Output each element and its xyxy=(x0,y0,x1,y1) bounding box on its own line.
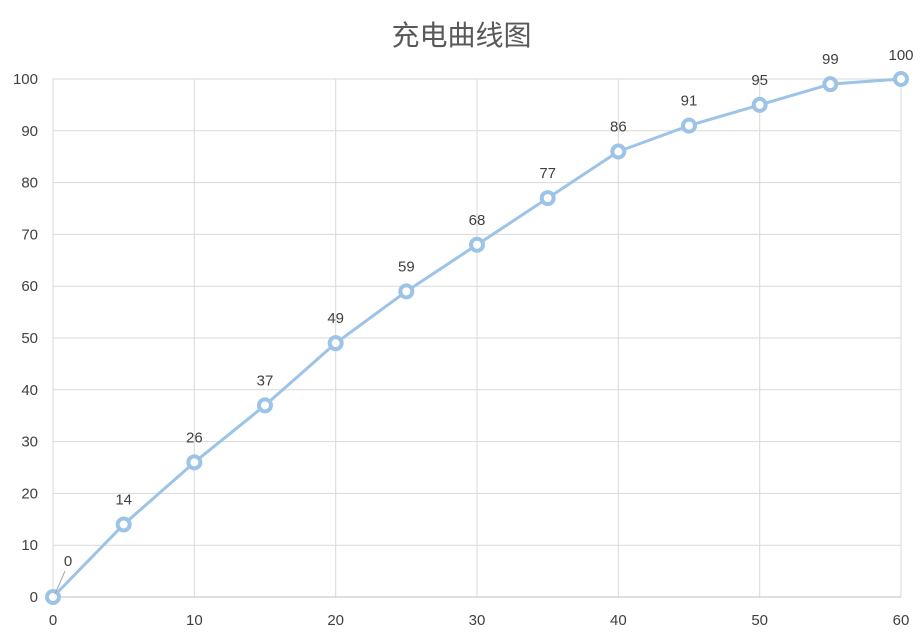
data-label: 14 xyxy=(115,491,132,508)
y-tick-label: 100 xyxy=(13,71,38,88)
data-label-leader xyxy=(54,570,66,595)
y-tick-label: 30 xyxy=(21,434,38,451)
data-label: 49 xyxy=(327,310,344,327)
data-point xyxy=(822,76,839,93)
axes: 0 10 20 30 40 50 60 70 80 90 100 0 10 20 30 40 50 60 xyxy=(13,71,909,629)
grid-lines xyxy=(52,78,902,597)
y-tick-label: 0 xyxy=(30,589,38,606)
data-label: 95 xyxy=(751,72,768,89)
data-label: 37 xyxy=(257,372,274,389)
y-tick-label: 20 xyxy=(21,485,38,502)
data-point xyxy=(257,397,273,414)
data-label: 68 xyxy=(469,212,486,229)
data-point xyxy=(115,516,132,533)
data-point xyxy=(610,143,627,160)
y-tick-label: 10 xyxy=(21,537,38,554)
data-labels: 0 14 26 37 49 59 68 77 86 91 95 99 100 xyxy=(54,47,914,595)
x-tick-label: 20 xyxy=(327,612,344,629)
data-label: 59 xyxy=(398,258,415,275)
data-point xyxy=(398,283,415,300)
data-label: 77 xyxy=(539,165,556,182)
y-tick-label: 80 xyxy=(21,175,38,192)
data-point xyxy=(327,335,344,352)
y-tick-label: 50 xyxy=(21,330,38,347)
data-markers xyxy=(45,71,909,605)
data-point xyxy=(469,236,485,253)
data-point xyxy=(681,117,697,134)
y-tick-label: 70 xyxy=(21,226,38,243)
data-label: 86 xyxy=(610,119,627,136)
data-label: 91 xyxy=(681,93,698,110)
data-label: 99 xyxy=(822,51,839,68)
data-point xyxy=(186,454,203,471)
chart-title: 充电曲线图 xyxy=(391,19,532,52)
data-label: 100 xyxy=(888,47,913,64)
data-point xyxy=(539,190,556,207)
y-tick-label: 40 xyxy=(21,382,38,399)
x-tick-label: 60 xyxy=(893,612,910,629)
data-point xyxy=(893,71,909,87)
x-tick-label: 50 xyxy=(751,612,768,629)
data-point xyxy=(45,589,61,605)
data-label: 26 xyxy=(186,429,203,446)
x-tick-label: 0 xyxy=(49,612,57,629)
x-tick-label: 30 xyxy=(469,612,486,629)
y-tick-label: 60 xyxy=(21,278,38,295)
x-tick-label: 10 xyxy=(186,612,203,629)
data-label: 0 xyxy=(64,553,72,570)
x-tick-label: 40 xyxy=(610,612,627,629)
data-point xyxy=(751,96,768,113)
y-tick-label: 90 xyxy=(21,123,38,140)
